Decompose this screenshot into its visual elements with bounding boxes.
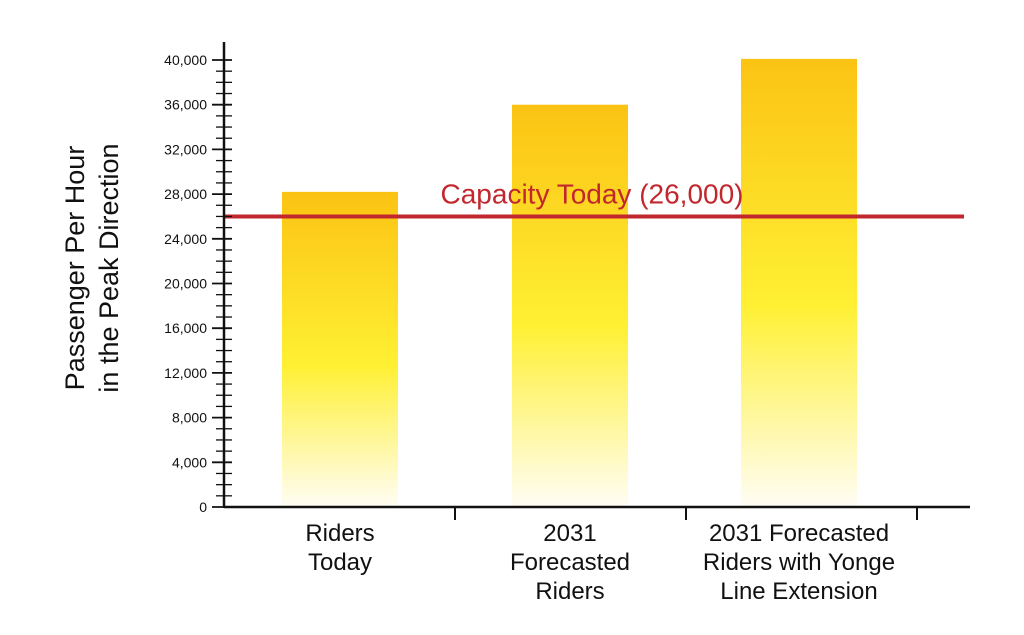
y-tick-label: 4,000 <box>172 454 207 470</box>
bar-3 <box>741 58 857 507</box>
y-tick-label: 0 <box>199 499 207 515</box>
x-category-label-2: 2031 Forecasted Riders <box>510 520 630 605</box>
bars-group <box>282 58 857 508</box>
x-category-label-3: 2031 Forecasted Riders with Yonge Line Ext… <box>703 520 895 605</box>
axes-group: 0 4,000 8,000 12,000 16,000 20,000 24,000 28,00… <box>164 42 970 605</box>
y-tick-label: 36,000 <box>164 97 207 113</box>
y-tick-label: 28,000 <box>164 186 207 202</box>
y-tick-label: 8,000 <box>172 410 207 426</box>
y-tick-label: 40,000 <box>164 52 207 68</box>
bar-1 <box>282 191 398 508</box>
bar-2 <box>512 104 628 507</box>
x-category-label-1: Riders Today <box>305 520 374 576</box>
y-tick-label: 32,000 <box>164 141 207 157</box>
y-tick-label: 24,000 <box>164 231 207 247</box>
y-tick-label: 12,000 <box>164 365 207 381</box>
y-tick-label: 20,000 <box>164 276 207 292</box>
y-tick-label: 16,000 <box>164 320 207 336</box>
capacity-line-label: Capacity Today (26,000) <box>441 178 744 209</box>
capacity-reference-group: Capacity Today (26,000) <box>224 178 964 219</box>
